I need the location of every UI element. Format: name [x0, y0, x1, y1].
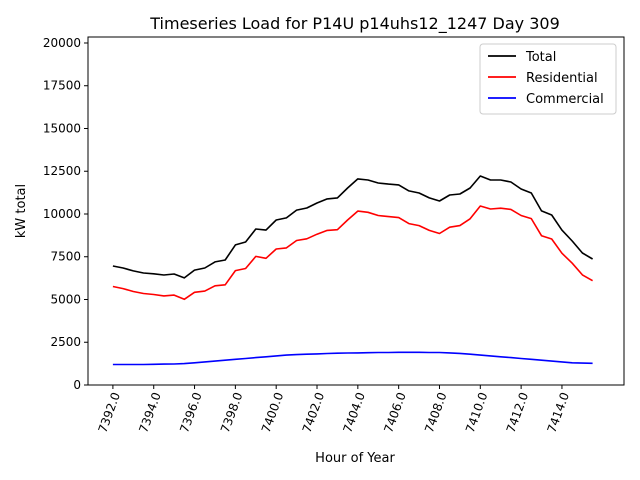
x-tick-label: 7402.0 [300, 390, 328, 434]
chart-title: Timeseries Load for P14U p14uhs12_1247 D… [149, 14, 560, 34]
axes-frame [87, 36, 625, 386]
x-tick-label: 7394.0 [136, 390, 164, 434]
y-axis: 0 2500 5000 7500 10000 12500 15000 17500 20000 [43, 36, 88, 392]
legend: Total Residential Commercial [479, 43, 617, 115]
x-tick-label: 7414.0 [545, 390, 573, 434]
y-tick-label: 12500 [43, 164, 81, 178]
y-axis-label: kW total [14, 184, 29, 238]
legend-label-commercial: Commercial [526, 92, 604, 107]
series-line-commercial [112, 351, 593, 366]
x-tick-label: 7404.0 [340, 390, 368, 434]
x-tick-label: 7408.0 [422, 390, 450, 434]
y-tick-label: 0 [73, 378, 81, 392]
x-axis: 7392.0 7394.0 7396.0 7398.0 7400.0 7402.0 7404… [95, 385, 572, 435]
y-tick-label: 20000 [43, 36, 81, 50]
legend-label-residential: Residential [526, 71, 598, 86]
legend-label-total: Total [525, 50, 556, 65]
x-tick-label: 7410.0 [463, 390, 491, 434]
x-tick-label: 7412.0 [504, 390, 532, 434]
x-tick-label: 7406.0 [381, 390, 409, 434]
series-line-total [112, 175, 594, 279]
y-tick-label: 7500 [50, 250, 81, 264]
y-tick-label: 17500 [43, 79, 81, 93]
y-tick-label: 15000 [43, 121, 81, 135]
y-tick-label: 10000 [43, 207, 81, 221]
x-tick-label: 7396.0 [177, 390, 205, 434]
plot-area [112, 175, 594, 366]
x-tick-label: 7400.0 [259, 390, 287, 434]
series-line-residential [112, 205, 593, 301]
x-axis-label: Hour of Year [315, 451, 395, 466]
y-tick-label: 2500 [50, 335, 81, 349]
x-tick-label: 7398.0 [218, 390, 246, 434]
legend-box [479, 43, 617, 115]
x-tick-label: 7392.0 [95, 390, 123, 434]
y-tick-label: 5000 [50, 292, 81, 306]
